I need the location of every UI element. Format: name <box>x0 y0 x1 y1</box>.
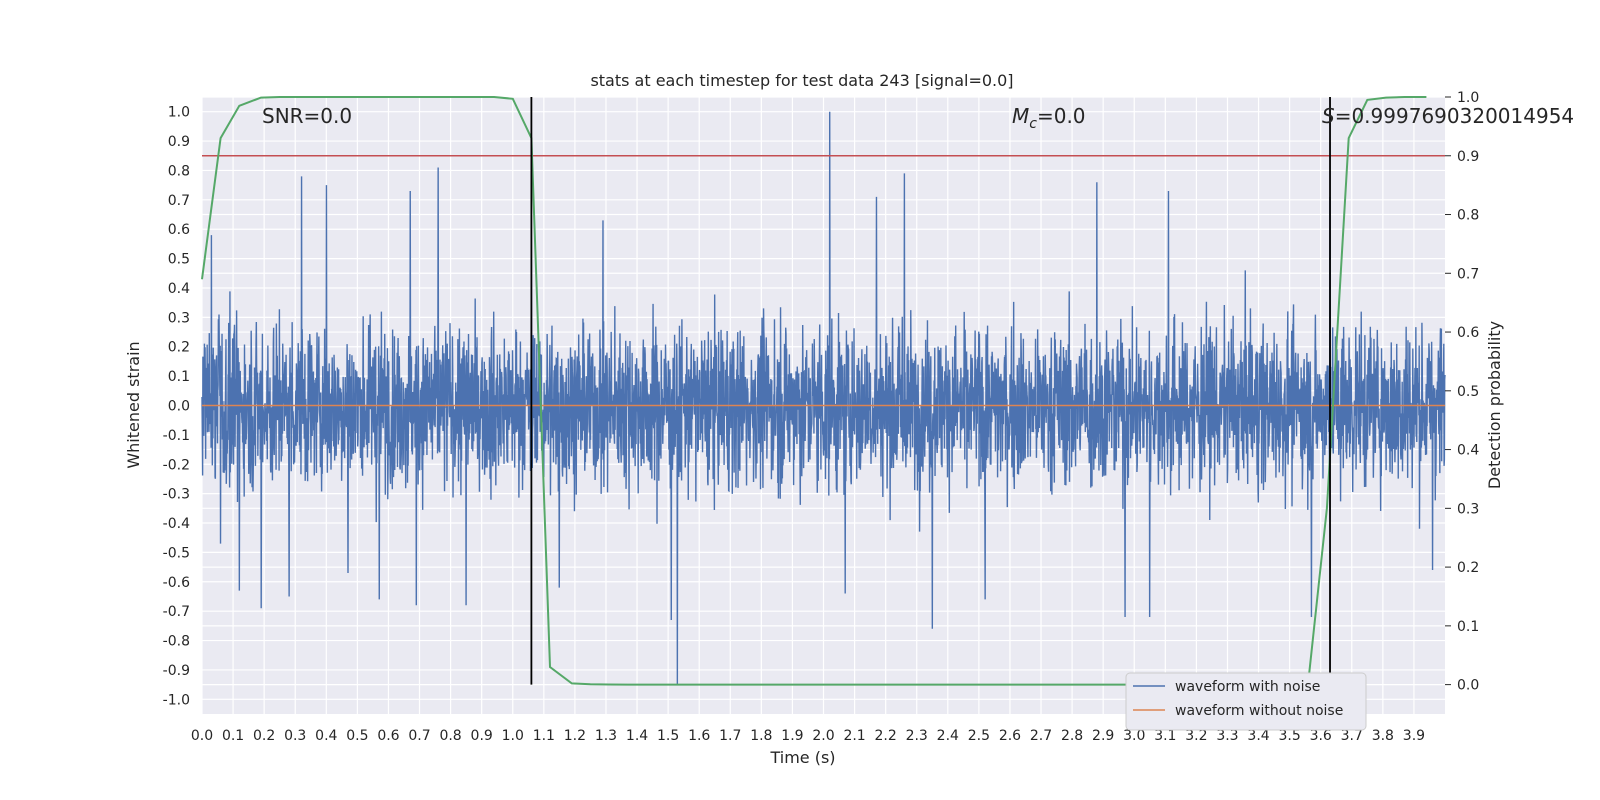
x-tick-label: 0.6 <box>377 728 399 744</box>
chirp-mass-annotation: Mc=0.0 <box>1012 104 1086 132</box>
x-tick-label: 3.4 <box>1247 728 1269 744</box>
x-tick-label: 0.0 <box>191 728 213 744</box>
score-symbol: S <box>1322 104 1335 128</box>
x-tick-label: 0.7 <box>408 728 430 744</box>
score-value: =0.9997690320014954 <box>1335 104 1574 128</box>
y-tick-label: -1.0 <box>163 692 190 708</box>
x-tick-label: 1.5 <box>657 728 679 744</box>
x-tick-label: 2.4 <box>937 728 959 744</box>
y-tick-label: -0.3 <box>163 487 190 503</box>
y-tick-label: -0.7 <box>163 604 190 620</box>
y-tick-label: 0.1 <box>168 369 190 385</box>
chirp-mass-subscript: c <box>1029 116 1037 132</box>
y2-tick-label: 0.9 <box>1457 149 1479 165</box>
x-tick-label: 2.9 <box>1092 728 1114 744</box>
noise-trace <box>201 111 1446 685</box>
chart-title: stats at each timestep for test data 243… <box>590 71 1013 90</box>
score-annotation: S=0.9997690320014954 <box>1322 104 1574 128</box>
y2-tick-label: 0.1 <box>1457 619 1479 635</box>
x-tick-label: 1.0 <box>502 728 524 744</box>
y-axis-label: Whitened strain <box>124 341 143 468</box>
x-tick-label: 3.5 <box>1278 728 1300 744</box>
y-tick-label: 0.6 <box>168 222 190 238</box>
x-tick-label: 0.1 <box>222 728 244 744</box>
y-tick-label: 0.9 <box>168 134 190 150</box>
x-tick-label: 3.6 <box>1310 728 1332 744</box>
y-tick-label: -0.9 <box>163 663 190 679</box>
y-tick-label: 0.5 <box>168 252 190 268</box>
x-tick-label: 2.1 <box>843 728 865 744</box>
x-tick-label: 3.3 <box>1216 728 1238 744</box>
x-tick-label: 1.6 <box>688 728 710 744</box>
x-tick-label: 0.5 <box>346 728 368 744</box>
y2-tick-label: 0.6 <box>1457 325 1479 341</box>
y-tick-label: -0.4 <box>163 516 190 532</box>
y2-tick-label: 1.0 <box>1457 90 1479 106</box>
x-tick-label: 1.3 <box>595 728 617 744</box>
x-tick-label: 1.4 <box>626 728 648 744</box>
x-tick-label: 0.4 <box>315 728 337 744</box>
y2-tick-label: 0.0 <box>1457 678 1479 694</box>
y2-tick-labels: 0.0 0.1 0.2 0.3 0.4 0.5 0.6 0.7 0.8 0.9 1.0 <box>1445 90 1479 694</box>
x-tick-label: 1.2 <box>564 728 586 744</box>
x-tick-label: 0.8 <box>439 728 461 744</box>
x-tick-label: 2.6 <box>999 728 1021 744</box>
y-tick-label: -0.2 <box>163 457 190 473</box>
y2-tick-label: 0.3 <box>1457 501 1479 517</box>
x-tick-label: 0.2 <box>253 728 275 744</box>
y-tick-label: 1.0 <box>168 105 190 121</box>
legend-label-noise: waveform with noise <box>1175 679 1320 695</box>
y-tick-label: 0.2 <box>168 340 190 356</box>
legend: waveform with noise waveform without noi… <box>1125 672 1367 731</box>
event-markers <box>530 97 1331 685</box>
x-tick-label: 2.5 <box>968 728 990 744</box>
x-tick-labels: 0.0 0.1 0.2 0.3 0.4 0.5 0.6 0.7 0.8 0.9 1.0 1.1 1.2 1… <box>191 728 1425 744</box>
x-axis-label: Time (s) <box>769 748 835 767</box>
y2-tick-label: 0.8 <box>1457 208 1479 224</box>
y-tick-label: 0.0 <box>168 399 190 415</box>
legend-box <box>1125 672 1367 731</box>
snr-annotation: SNR=0.0 <box>262 104 352 128</box>
y-tick-label: 0.8 <box>168 163 190 179</box>
x-tick-label: 1.1 <box>533 728 555 744</box>
y-tick-label: -0.1 <box>163 428 190 444</box>
y2-tick-label: 0.7 <box>1457 266 1479 282</box>
x-tick-label: 3.1 <box>1154 728 1176 744</box>
y2-tick-label: 0.5 <box>1457 384 1479 400</box>
x-tick-label: 2.0 <box>812 728 834 744</box>
x-tick-label: 2.2 <box>875 728 897 744</box>
x-tick-label: 1.7 <box>719 728 741 744</box>
x-tick-label: 3.2 <box>1185 728 1207 744</box>
chirp-mass-value: =0.0 <box>1037 104 1086 128</box>
x-tick-label: 3.0 <box>1123 728 1145 744</box>
x-tick-label: 1.8 <box>750 728 772 744</box>
x-tick-label: 2.8 <box>1061 728 1083 744</box>
y2-tick-label: 0.4 <box>1457 443 1479 459</box>
series-waveform-with-noise <box>201 111 1446 685</box>
y-tick-label: 0.4 <box>168 281 190 297</box>
x-tick-label: 0.9 <box>471 728 493 744</box>
x-tick-label: 2.3 <box>906 728 928 744</box>
y2-tick-label: 0.2 <box>1457 560 1479 576</box>
x-tick-label: 3.9 <box>1403 728 1425 744</box>
y-tick-label: 0.3 <box>168 310 190 326</box>
y-tick-label: -0.6 <box>163 575 190 591</box>
x-tick-label: 0.3 <box>284 728 306 744</box>
x-tick-label: 3.7 <box>1341 728 1363 744</box>
x-tick-label: 1.9 <box>781 728 803 744</box>
x-tick-label: 2.7 <box>1030 728 1052 744</box>
y2-axis-label: Detection probability <box>1485 321 1504 489</box>
y-tick-label: -0.5 <box>163 545 190 561</box>
legend-label-clean: waveform without noise <box>1175 703 1343 719</box>
y-tick-labels: -1.0 -0.9 -0.8 -0.7 -0.6 -0.5 -0.4 -0.3 -0.2 -0.1… <box>163 105 190 709</box>
y-tick-label: -0.8 <box>163 634 190 650</box>
x-tick-label: 3.8 <box>1372 728 1394 744</box>
y-tick-label: 0.7 <box>168 193 190 209</box>
chirp-mass-symbol: M <box>1012 104 1029 128</box>
